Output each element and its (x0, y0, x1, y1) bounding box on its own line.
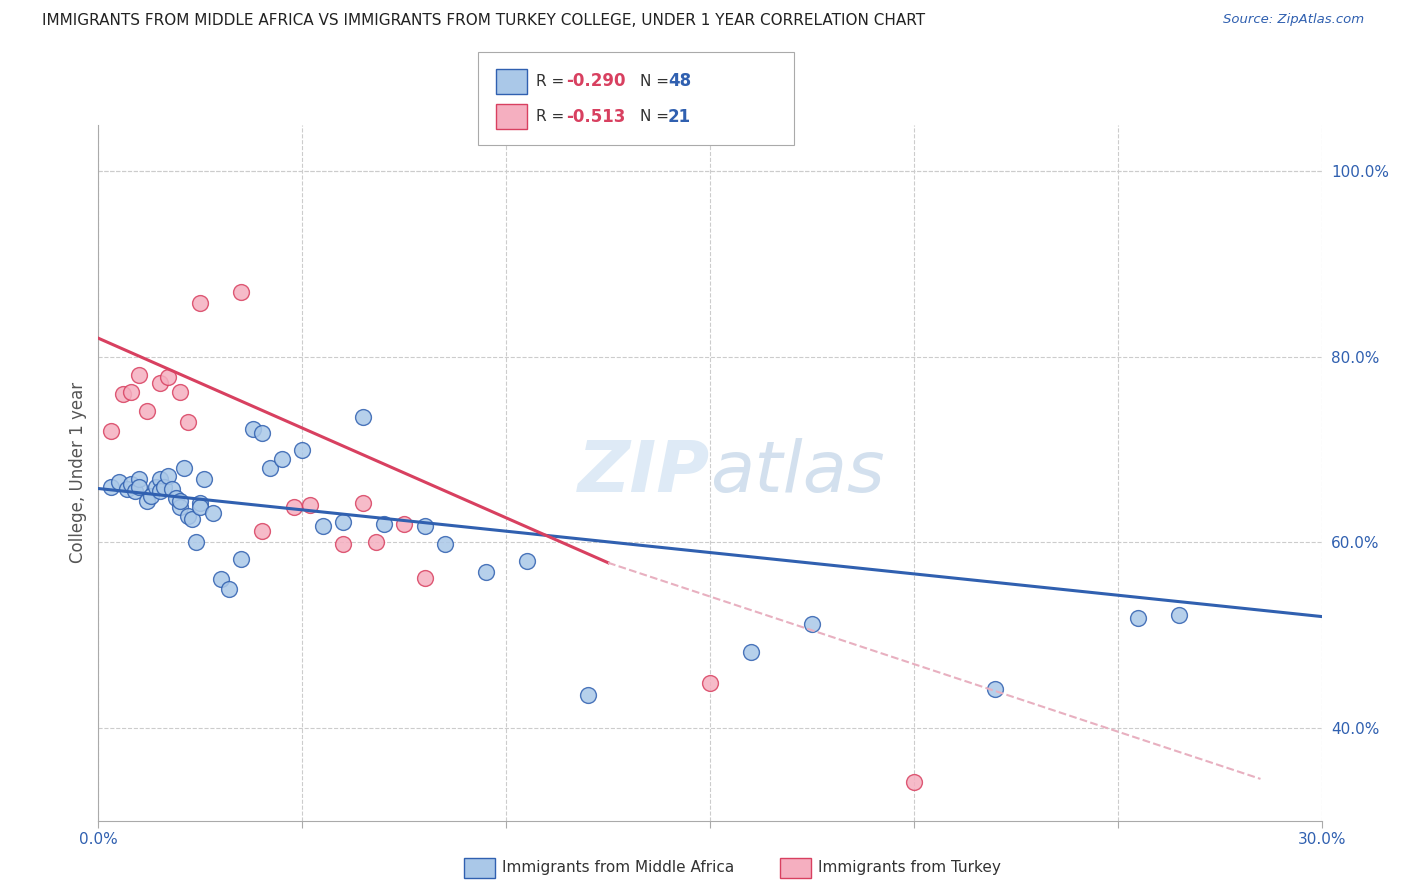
Point (115, 482, 138, 496)
Point (903, 774, 925, 789)
Point (136, 403, 159, 417)
Point (145, 480, 167, 494)
Point (1167, 607, 1189, 622)
Point (120, 476, 142, 491)
Point (1128, 611, 1150, 625)
Point (108, 475, 131, 489)
Point (434, 537, 457, 551)
Point (177, 509, 200, 524)
Point (128, 480, 150, 494)
Point (169, 493, 191, 508)
Point (250, 524, 273, 539)
Text: atlas: atlas (710, 438, 884, 508)
Point (740, 645, 762, 659)
Text: Immigrants from Middle Africa: Immigrants from Middle Africa (502, 860, 734, 874)
Point (188, 496, 212, 510)
Point (186, 535, 208, 549)
Point (413, 571, 436, 585)
Point (250, 425, 273, 440)
Text: -0.290: -0.290 (567, 72, 626, 90)
Point (299, 498, 322, 512)
Point (242, 422, 264, 436)
Text: N =: N = (640, 110, 673, 124)
Text: IMMIGRANTS FROM MIDDLE AFRICA VS IMMIGRANTS FROM TURKEY COLLEGE, UNDER 1 YEAR CO: IMMIGRANTS FROM MIDDLE AFRICA VS IMMIGRA… (42, 13, 925, 29)
Point (152, 480, 174, 494)
Point (576, 689, 599, 703)
Point (283, 500, 305, 514)
Point (312, 518, 335, 533)
Text: -0.513: -0.513 (567, 108, 626, 126)
Point (169, 500, 191, 514)
Point (149, 376, 172, 390)
Point (699, 676, 721, 690)
Point (352, 410, 374, 425)
Text: Immigrants from Turkey: Immigrants from Turkey (818, 860, 1001, 874)
Point (128, 472, 150, 486)
Point (165, 491, 187, 505)
Point (141, 489, 163, 503)
Point (364, 535, 387, 549)
Point (193, 472, 215, 486)
Point (201, 506, 224, 520)
Text: Source: ZipAtlas.com: Source: ZipAtlas.com (1223, 13, 1364, 27)
Point (270, 451, 294, 466)
Text: R =: R = (536, 74, 569, 88)
Point (516, 554, 538, 568)
Point (231, 552, 253, 566)
Point (128, 368, 150, 383)
Point (209, 573, 232, 587)
Point (188, 500, 212, 514)
Point (373, 516, 395, 531)
Point (352, 496, 374, 510)
Point (413, 518, 436, 533)
Point (984, 681, 1007, 696)
Point (160, 482, 183, 496)
Point (801, 617, 824, 632)
Point (332, 515, 354, 529)
Point (231, 285, 253, 299)
Point (259, 461, 281, 475)
Point (149, 472, 172, 486)
Point (332, 537, 354, 551)
Point (291, 442, 314, 457)
Point (169, 385, 191, 400)
Point (156, 468, 179, 483)
Y-axis label: College, Under 1 year: College, Under 1 year (69, 382, 87, 564)
Point (392, 516, 416, 531)
Point (149, 484, 172, 499)
Point (100, 480, 122, 494)
Point (177, 415, 200, 429)
Point (136, 493, 159, 508)
Point (111, 387, 134, 401)
Point (100, 424, 122, 438)
Point (188, 296, 212, 310)
Point (218, 582, 240, 596)
Point (120, 385, 142, 400)
Point (156, 370, 179, 384)
Point (474, 565, 498, 579)
Text: R =: R = (536, 110, 569, 124)
Text: ZIP: ZIP (578, 438, 710, 508)
Point (173, 461, 195, 475)
Text: 21: 21 (668, 108, 690, 126)
Text: N =: N = (640, 74, 673, 88)
Text: 48: 48 (668, 72, 690, 90)
Point (181, 512, 204, 526)
Point (124, 484, 146, 499)
